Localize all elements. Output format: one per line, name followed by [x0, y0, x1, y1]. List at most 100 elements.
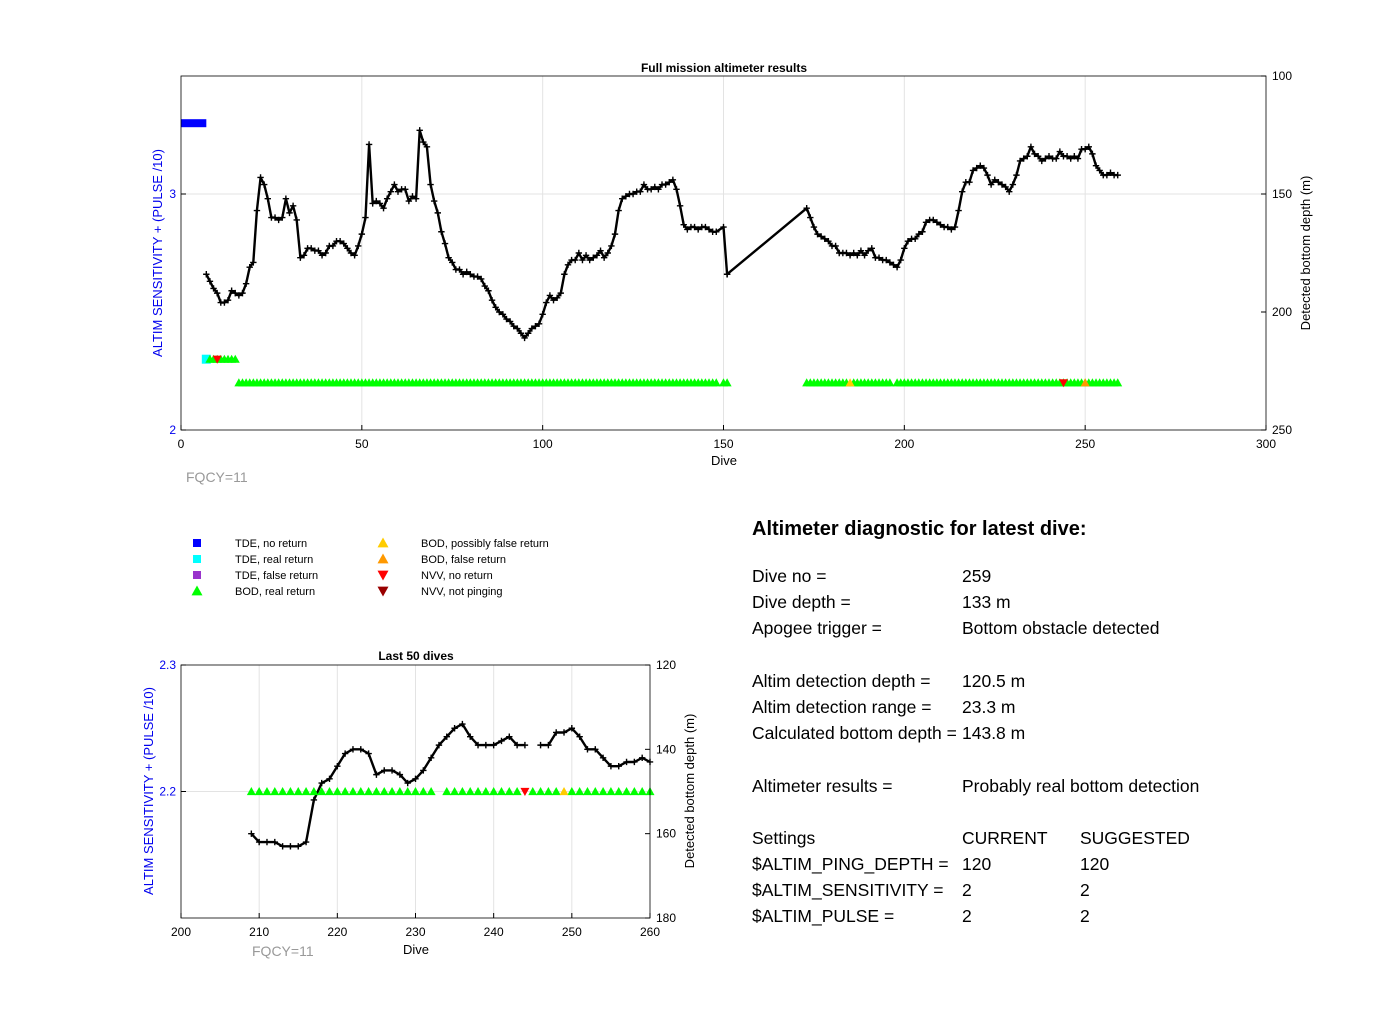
bod-real-returnmarker: [317, 787, 327, 796]
depth-point: [246, 263, 253, 271]
apogee-label: Apogee trigger =: [752, 618, 882, 639]
depth-point: [1034, 153, 1042, 160]
depth-point: [405, 197, 413, 205]
depth-point: [821, 235, 828, 243]
y-right-tick-label: 100: [1272, 69, 1292, 83]
depth-point: [427, 754, 435, 761]
depth-point: [1024, 153, 1031, 160]
depth-point: [373, 771, 380, 778]
y-left-tick-label: 2.3: [159, 658, 176, 672]
bod-real-returnmarker: [489, 787, 499, 796]
depth-point: [955, 207, 962, 214]
depth-point: [590, 254, 597, 261]
depth-point: [582, 252, 590, 259]
depth-point: [575, 249, 583, 257]
depth-point: [615, 207, 622, 214]
depth-point: [365, 141, 373, 148]
depth-point: [297, 254, 304, 261]
depth-point: [893, 263, 901, 271]
bod-real-returnmarker: [262, 787, 272, 796]
depth-point: [901, 245, 908, 252]
y-right-tick-label: 200: [1272, 305, 1292, 319]
depth-point: [394, 188, 402, 195]
depth-point: [647, 186, 655, 193]
settings-header-row: Settings CURRENT SUGGESTED: [752, 828, 1372, 854]
depth-point: [373, 197, 380, 205]
depth-point: [883, 256, 890, 264]
detection-range-value: 23.3 m: [962, 696, 1016, 717]
depth-point: [449, 259, 456, 266]
bod-real-returnmarker: [536, 787, 546, 796]
bod-real-returnmarker: [293, 787, 303, 796]
bod-real-returnmarker: [575, 787, 585, 796]
depth-point: [263, 838, 271, 846]
nvv-no-returnicon: [377, 570, 389, 581]
depth-point: [694, 226, 702, 233]
results-row: Altimeter results = Probably real bottom…: [752, 776, 1372, 802]
depth-point: [412, 775, 419, 783]
bod-real-returnmarker: [309, 787, 319, 796]
depth-point: [510, 322, 517, 330]
depth-point: [228, 287, 235, 294]
depth-point: [257, 174, 264, 181]
depth-point: [868, 245, 875, 252]
bod-real-returnmarker: [325, 787, 335, 796]
depth-point: [1092, 162, 1100, 169]
depth-point: [832, 242, 839, 250]
depth-point: [430, 197, 438, 205]
settings-label: Settings: [752, 827, 816, 848]
depth-point: [969, 167, 977, 174]
bod-real-returnmarker: [348, 787, 358, 796]
depth-point: [248, 830, 255, 837]
depth-point: [275, 216, 282, 224]
x-axis-label: Dive: [711, 453, 737, 468]
depth-point: [380, 204, 387, 212]
dive-no-label: Dive no =: [752, 566, 827, 586]
depth-point: [592, 746, 599, 753]
depth-point: [420, 138, 427, 146]
bod-real-returnicon: [191, 585, 203, 596]
depth-point: [210, 285, 217, 292]
depth-point: [409, 193, 416, 200]
depth-point: [365, 750, 372, 757]
depth-point: [289, 202, 297, 209]
legend-label: BOD, possibly false return: [421, 538, 549, 550]
depth-point: [255, 838, 263, 846]
depth-point: [463, 268, 470, 276]
depth-point: [369, 200, 376, 207]
x-tick-label: 200: [894, 437, 914, 451]
bod-real-returnmarker: [551, 787, 561, 796]
bod-real-returnmarker: [512, 787, 522, 796]
depth-point: [203, 271, 210, 278]
calculated-depth-label: Calculated bottom depth =: [752, 723, 957, 744]
depth-point: [340, 240, 347, 247]
depth-point: [854, 252, 861, 259]
bod-real-returnmarker: [301, 787, 311, 796]
dive-depth-label: Dive depth =: [752, 592, 851, 613]
bod-false-returnmarker: [1080, 378, 1090, 387]
depth-point: [919, 228, 926, 235]
depth-point: [388, 767, 396, 774]
bod-real-returnmarker: [395, 787, 405, 796]
depth-point: [532, 322, 539, 330]
depth-point: [807, 214, 814, 221]
depth-point: [416, 127, 423, 134]
depth-point: [387, 188, 394, 195]
depth-point: [293, 216, 300, 224]
depth-point: [412, 195, 420, 202]
legend-label: TDE, false return: [235, 570, 318, 582]
depth-point: [513, 741, 521, 749]
depth-point: [1006, 188, 1013, 195]
depth-point: [279, 214, 286, 221]
depth-point: [423, 143, 431, 150]
depth-point: [221, 299, 228, 306]
depth-point: [286, 209, 293, 217]
depth-point: [264, 195, 271, 202]
depth-point: [810, 223, 818, 231]
nvv-no-returnmarker: [1058, 379, 1068, 388]
depth-point: [599, 754, 607, 761]
depth-point: [897, 256, 904, 264]
bod-possibly-false-returnicon: [377, 537, 389, 548]
depth-point: [443, 733, 450, 740]
